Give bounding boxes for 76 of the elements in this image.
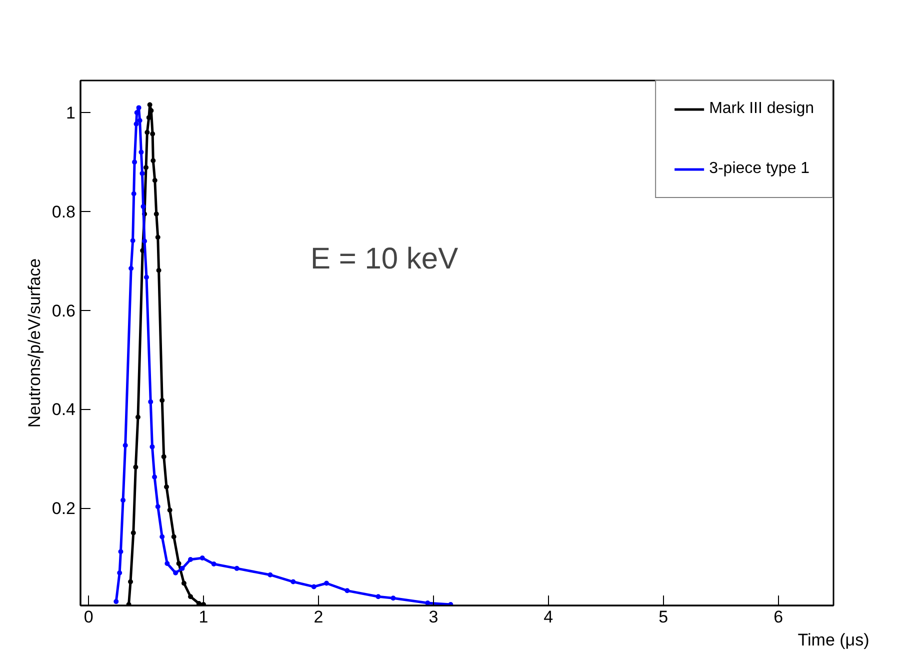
point <box>147 102 152 108</box>
point <box>114 599 119 604</box>
point <box>122 442 128 448</box>
y-tick-label: 0.2 <box>52 499 76 518</box>
point <box>154 211 159 216</box>
point <box>136 105 142 110</box>
point <box>167 508 172 513</box>
point <box>200 556 205 561</box>
point <box>160 534 165 540</box>
point <box>133 464 138 470</box>
point <box>188 557 194 562</box>
point <box>138 150 144 155</box>
y-tick-label: 0.6 <box>52 301 76 320</box>
point <box>211 561 216 566</box>
point <box>324 580 330 586</box>
point <box>176 560 182 566</box>
point <box>140 170 145 176</box>
point <box>132 160 138 165</box>
y-tick-label: 0.4 <box>52 400 76 420</box>
annotation: E = 10 keV <box>310 242 458 276</box>
point <box>120 498 126 503</box>
point <box>131 191 136 196</box>
legend-label: Mark III design <box>709 100 814 118</box>
point <box>144 274 149 280</box>
point <box>173 570 178 576</box>
x-tick-label: 4 <box>544 608 554 626</box>
point <box>160 398 165 403</box>
point <box>425 600 430 606</box>
x-tick-label: 2 <box>314 608 324 626</box>
point <box>196 601 202 606</box>
x-tick-label: 3 <box>428 608 438 626</box>
point <box>150 444 155 450</box>
point <box>181 580 186 586</box>
point <box>152 474 158 480</box>
point <box>134 122 139 126</box>
point <box>164 560 170 566</box>
point <box>311 584 316 590</box>
point <box>135 414 140 420</box>
point <box>290 579 296 584</box>
x-tick-label: 5 <box>658 608 668 626</box>
point <box>171 534 176 540</box>
x-axis-title: Time (μs) <box>798 630 870 650</box>
point <box>117 570 122 576</box>
point <box>144 130 150 135</box>
point <box>128 266 134 271</box>
point <box>180 566 185 571</box>
point <box>144 165 149 170</box>
y-tick-label: 0.8 <box>52 202 76 222</box>
point <box>155 504 160 510</box>
point <box>156 268 162 273</box>
point <box>150 131 156 136</box>
point <box>376 594 381 600</box>
point <box>118 549 124 554</box>
point <box>150 158 156 164</box>
x-tick-label: 1 <box>198 608 208 626</box>
point <box>234 566 240 571</box>
point <box>152 178 158 183</box>
x-tick-label: 6 <box>774 608 784 626</box>
point <box>128 579 134 584</box>
point <box>130 530 136 536</box>
y-axis-title: Neutrons/p/eV/surface <box>24 258 44 428</box>
x-tick-label: 0 <box>84 608 94 626</box>
point <box>268 572 273 578</box>
point <box>164 484 169 490</box>
point <box>142 238 148 244</box>
legend-label: 3-piece type 1 <box>709 160 810 178</box>
point <box>161 454 166 460</box>
point <box>344 588 350 594</box>
point <box>148 399 154 404</box>
y-tick-label: 1 <box>66 104 76 123</box>
point <box>155 234 160 240</box>
point <box>390 596 396 601</box>
point <box>130 238 136 244</box>
point <box>137 118 142 124</box>
point <box>140 204 146 210</box>
point <box>188 594 194 600</box>
